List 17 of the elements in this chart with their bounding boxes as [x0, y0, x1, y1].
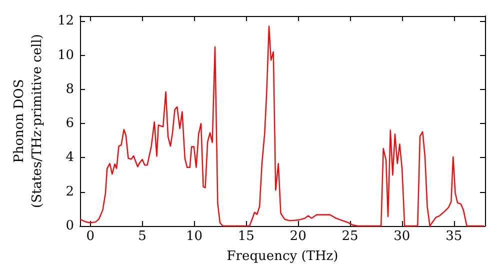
x-tick-label: 10 [186, 229, 203, 244]
y-tick-label: 0 [66, 218, 74, 234]
x-tick-label: 20 [290, 229, 306, 244]
x-tick-label: 30 [394, 229, 410, 244]
x-tick-label: 5 [138, 229, 146, 244]
y-tick-label: 10 [57, 48, 74, 63]
x-tick-label: 15 [238, 229, 254, 244]
y-tick-label: 2 [66, 184, 74, 200]
x-tick-label: 0 [86, 229, 95, 244]
y-tick-label: 12 [57, 14, 74, 29]
y-tick-label: 6 [66, 116, 74, 132]
x-axis-title: Frequency (THz) [226, 249, 338, 264]
y-tick-label: 8 [66, 82, 74, 97]
x-tick-label: 25 [342, 229, 358, 244]
y-tick-label: 4 [66, 150, 74, 166]
y-axis-title: Phonon DOS (States/THz·primitive cell) [12, 34, 46, 208]
x-tick-label: 35 [446, 229, 462, 244]
